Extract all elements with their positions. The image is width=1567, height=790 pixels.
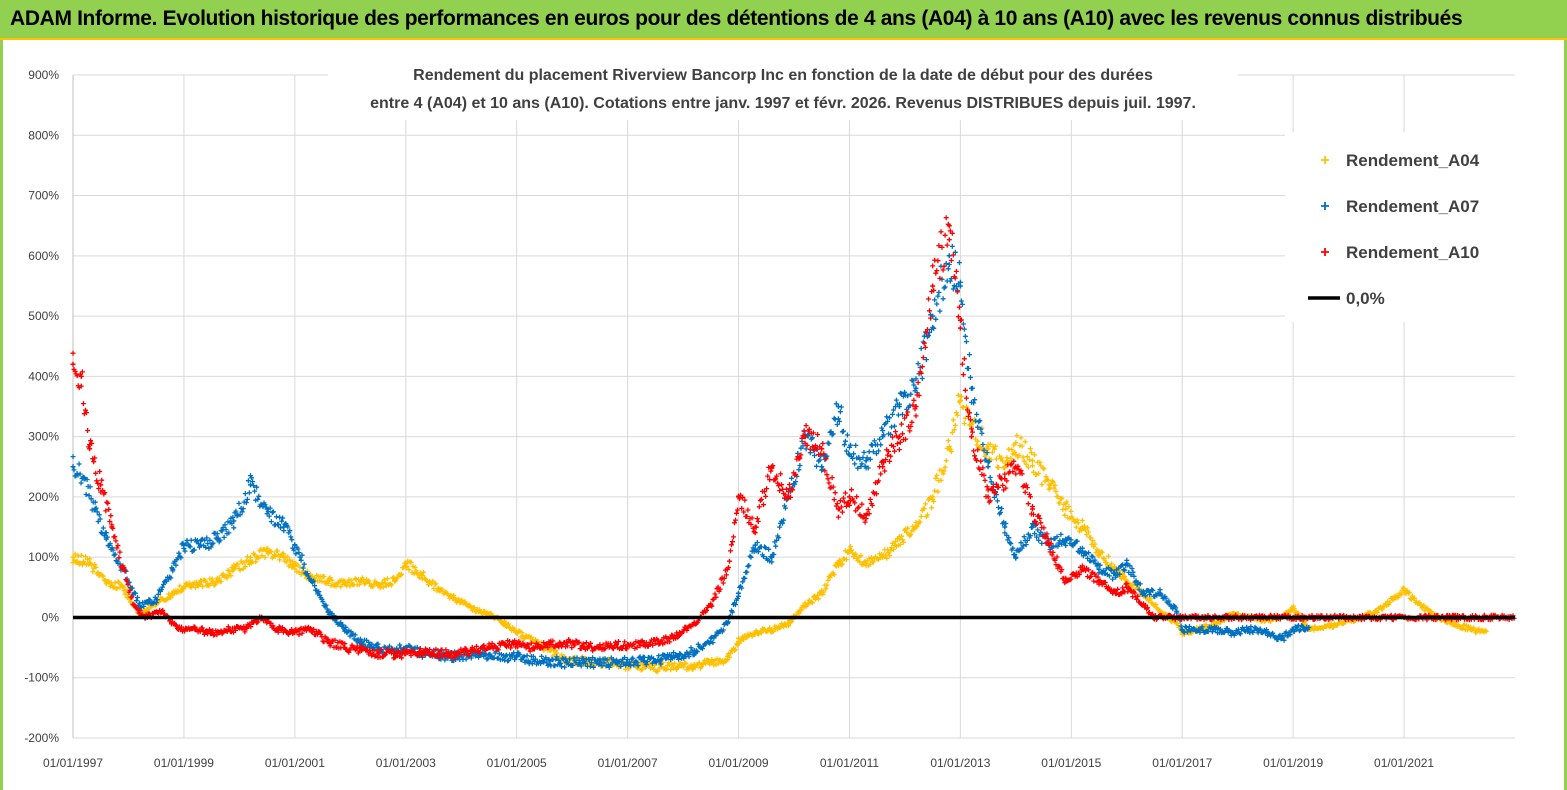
- data-point: [769, 554, 775, 560]
- data-point: [969, 434, 974, 440]
- data-point: [913, 404, 919, 409]
- x-tick-label: 01/01/2003: [376, 756, 436, 770]
- legend-label: Rendement_A07: [1346, 197, 1479, 216]
- legend: Rendement_A04 Rendement_A07 Rendement_A10 0…: [1285, 132, 1525, 322]
- y-tick-label: 200%: [28, 490, 59, 504]
- y-tick-label: -200%: [24, 731, 59, 745]
- series-points: [70, 243, 1312, 670]
- x-tick-label: 01/01/2019: [1263, 756, 1323, 770]
- x-tick-label: 01/01/2021: [1374, 756, 1434, 770]
- y-tick-label: 0%: [42, 610, 60, 624]
- legend-label: 0,0%: [1346, 289, 1385, 308]
- data-point: [863, 458, 869, 464]
- x-tick-label: 01/01/1999: [154, 756, 214, 770]
- x-tick-label: 01/01/2015: [1041, 756, 1101, 770]
- x-tick-label: 01/01/1997: [43, 756, 103, 770]
- y-tick-label: 500%: [28, 309, 59, 323]
- data-point: [1002, 524, 1008, 530]
- series-Rendement_A07: [70, 243, 1312, 670]
- x-tick-label: 01/01/2009: [709, 756, 769, 770]
- y-tick-label: 600%: [28, 249, 59, 263]
- x-tick-label: 01/01/2011: [820, 756, 879, 770]
- x-tick-label: 01/01/2013: [930, 756, 990, 770]
- legend-marker: [1321, 202, 1329, 210]
- y-axis-ticks: -200% -100% 0% 100% 200% 300% 400% 500% 600% 700%…: [24, 68, 59, 745]
- chart-frame: -200% -100% 0% 100% 200% 300% 400% 500% 600% 700%…: [0, 40, 1567, 790]
- chart: -200% -100% 0% 100% 200% 300% 400% 500% 600% 700%…: [24, 62, 1525, 770]
- y-tick-label: 900%: [28, 68, 59, 82]
- chart-title-line1: Rendement du placement Riverview Bancorp…: [413, 67, 1153, 84]
- chart-title-bg: [328, 62, 1238, 120]
- data-point: [98, 482, 104, 488]
- y-tick-label: 800%: [28, 128, 59, 142]
- x-tick-label: 01/01/2007: [598, 756, 658, 770]
- banner-title: ADAM Informe. Evolution historique des p…: [10, 7, 1463, 30]
- x-tick-label: 01/01/2001: [265, 756, 325, 770]
- data-point: [248, 482, 253, 488]
- legend-marker: [1321, 248, 1329, 256]
- legend-label: Rendement_A04: [1346, 151, 1480, 170]
- data-point: [70, 554, 76, 560]
- data-point: [847, 494, 852, 500]
- data-point: [946, 253, 952, 259]
- banner: ADAM Informe. Evolution historique des p…: [0, 0, 1567, 40]
- x-tick-label: 01/01/2017: [1152, 756, 1212, 770]
- legend-label: Rendement_A10: [1346, 243, 1479, 262]
- data-point: [70, 361, 76, 367]
- x-tick-label: 01/01/2005: [487, 756, 547, 770]
- y-tick-label: 100%: [28, 550, 59, 564]
- y-tick-label: 400%: [28, 369, 59, 383]
- data-point: [985, 464, 991, 470]
- data-point: [957, 325, 963, 331]
- data-point: [752, 542, 758, 548]
- y-tick-label: -100%: [24, 671, 59, 685]
- y-tick-label: 700%: [28, 189, 59, 203]
- chart-title-line2: entre 4 (A04) et 10 ans (A10). Cotations…: [370, 95, 1196, 112]
- x-axis-ticks: 01/01/1997 01/01/1999 01/01/2001 01/01/2003…: [43, 756, 1434, 770]
- data-point: [913, 385, 919, 391]
- data-point: [92, 506, 98, 512]
- y-tick-label: 300%: [28, 430, 59, 444]
- data-point: [1030, 458, 1035, 464]
- data-point: [70, 464, 76, 470]
- legend-marker: [1321, 156, 1329, 164]
- data-point: [930, 283, 936, 289]
